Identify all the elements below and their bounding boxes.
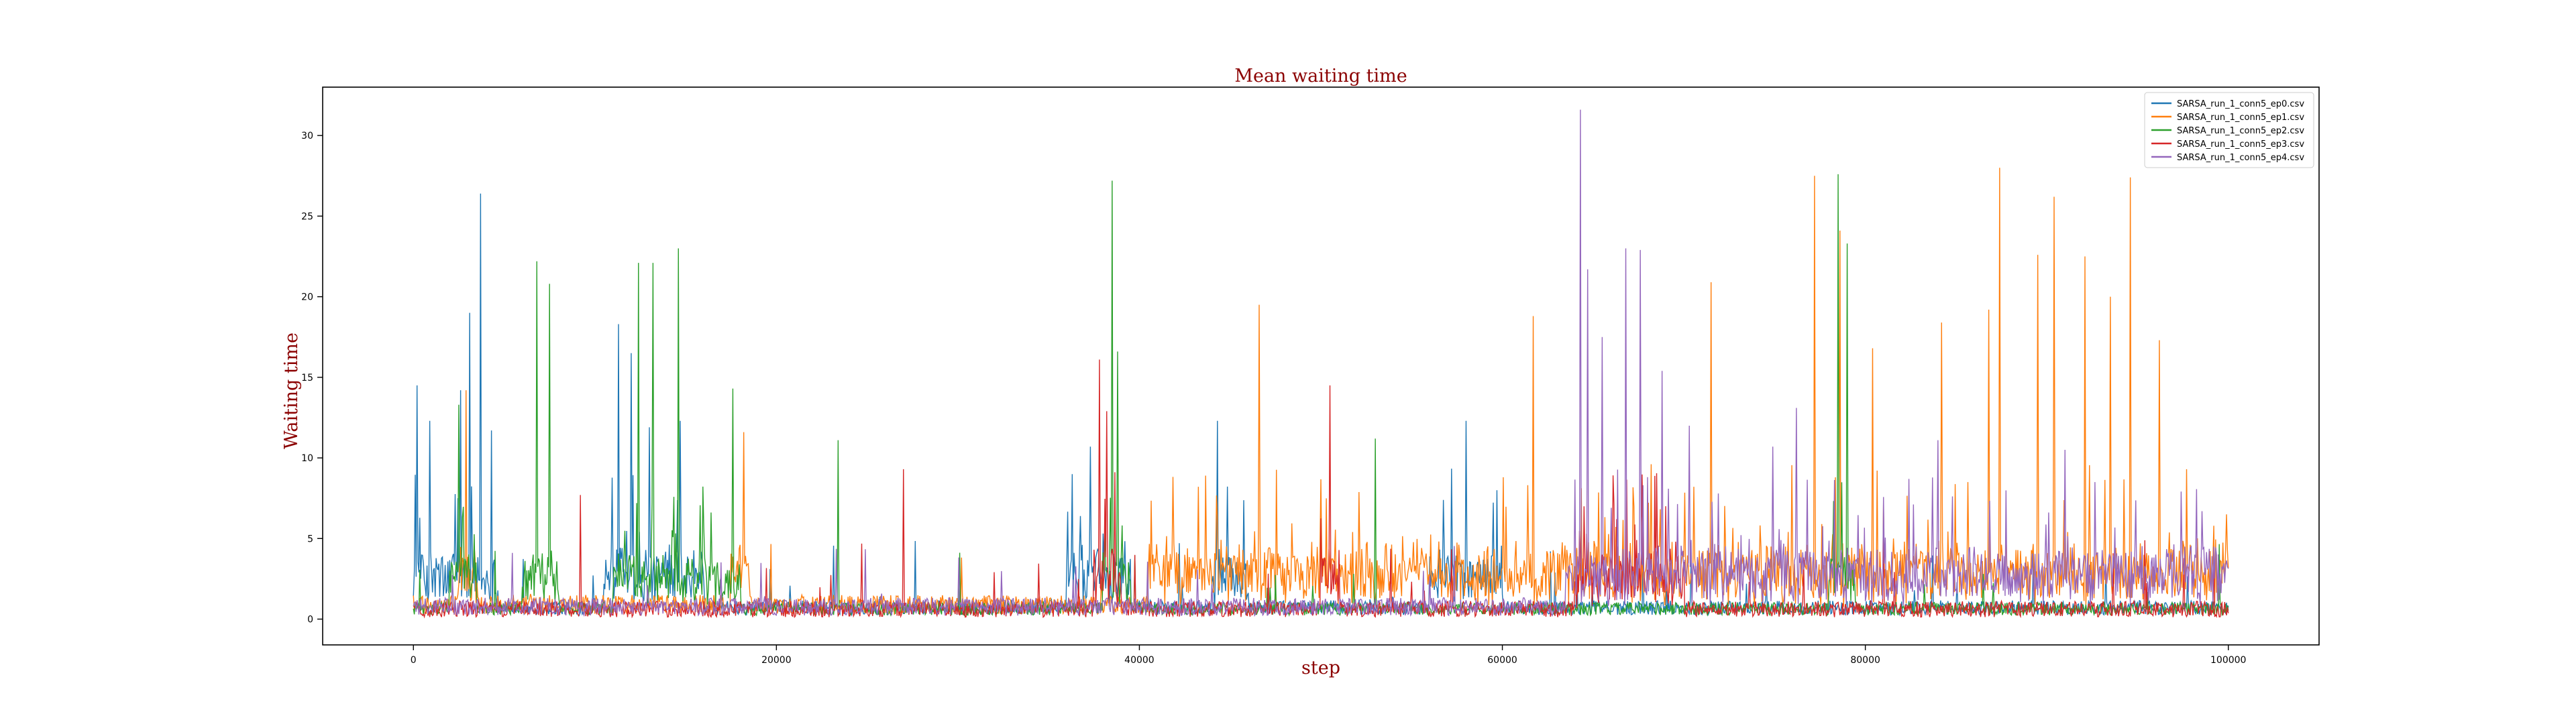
y-tick-label: 15 [301, 373, 313, 383]
x-tick-label: 0 [411, 655, 417, 666]
legend-label: SARSA_run_1_conn5_ep4.csv [2177, 153, 2304, 163]
y-tick-label: 30 [301, 131, 313, 141]
y-tick-label: 5 [307, 534, 313, 544]
x-tick-label: 80000 [1850, 655, 1880, 666]
legend-box [2144, 92, 2314, 168]
y-tick-label: 25 [301, 211, 313, 222]
y-axis-label: Waiting time [281, 333, 302, 449]
y-tick-label: 20 [301, 292, 313, 303]
axes: 0 20000 40000 60000 80000 100000 0 5 10 15 20 25 30 [301, 86, 2320, 666]
x-tick-label: 60000 [1487, 655, 1517, 666]
x-tick-label: 40000 [1124, 655, 1155, 666]
x-tick-label: 100000 [2210, 655, 2246, 666]
plot-frame [322, 86, 2320, 646]
series-line-1 [413, 168, 2229, 616]
y-tick-label: 10 [301, 453, 313, 464]
legend: SARSA_run_1_conn5_ep0.csv SARSA_run_1_con… [2144, 92, 2314, 168]
x-axis-label: step [1301, 658, 1340, 678]
legend-label: SARSA_run_1_conn5_ep3.csv [2177, 139, 2304, 149]
plot-area [413, 109, 2229, 619]
legend-label: SARSA_run_1_conn5_ep2.csv [2177, 126, 2304, 136]
legend-label: SARSA_run_1_conn5_ep1.csv [2177, 113, 2304, 123]
legend-label: SARSA_run_1_conn5_ep0.csv [2177, 99, 2304, 109]
y-tick-label: 0 [307, 615, 313, 625]
series-line-3 [413, 359, 2229, 619]
chart-title: Mean waiting time [1234, 66, 1407, 86]
x-tick-label: 20000 [761, 655, 792, 666]
series-line-4 [413, 109, 2229, 617]
